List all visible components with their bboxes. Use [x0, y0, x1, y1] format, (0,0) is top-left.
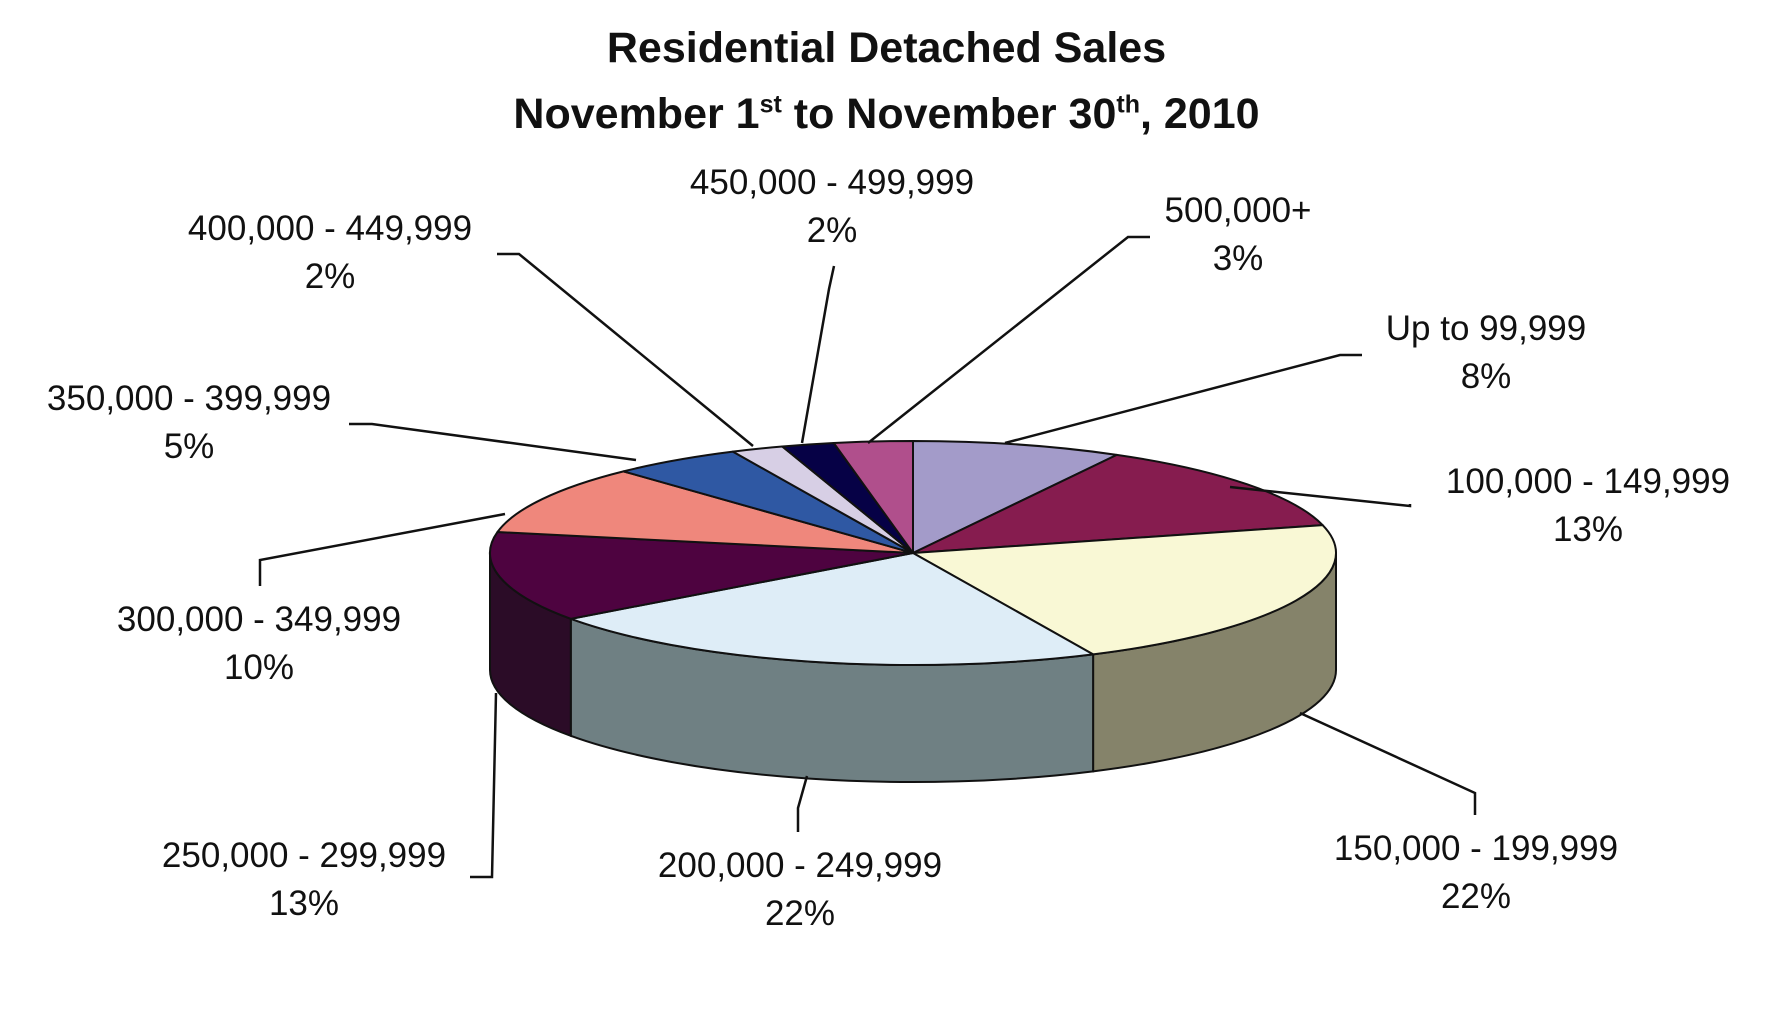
pie-slice-100-000-149-999 — [912, 453, 1324, 554]
pie-sides — [489, 552, 1337, 783]
slice-label-100-000-149-999: 100,000 - 149,999 — [1446, 462, 1730, 501]
pie-slice-150-000-199-999 — [912, 524, 1337, 656]
leader-lines — [258, 235, 1477, 879]
slice-value-100-000-149-999: 13% — [1553, 510, 1623, 549]
pie-slice-250-000-299-999 — [489, 531, 914, 620]
slice-label-150-000-199-999: 150,000 - 199,999 — [1334, 829, 1618, 868]
subtitle-sup-th: th — [1116, 90, 1140, 119]
slice-label-300-000-349-999: 300,000 - 349,999 — [117, 600, 401, 639]
slice-label-450-000-499-999: 450,000 - 499,999 — [690, 163, 974, 202]
pie-tops — [489, 440, 1337, 666]
slice-value-400-000-449-999: 2% — [305, 257, 356, 296]
chart-title: Residential Detached Sales — [0, 24, 1773, 73]
leader-line-200-000-249-999 — [796, 775, 809, 832]
leader-line-250-000-299-999 — [470, 692, 498, 879]
leader-line-450-000-499-999 — [800, 265, 836, 444]
leader-line-up-to-99-999 — [1004, 353, 1362, 445]
leader-line-400-000-449-999 — [497, 252, 754, 447]
slice-label-200-000-249-999: 200,000 - 249,999 — [658, 846, 942, 885]
slice-value-300-000-349-999: 10% — [224, 648, 294, 687]
slice-value-350-000-399-999: 5% — [164, 427, 215, 466]
leader-line-500-000 — [867, 235, 1150, 444]
subtitle-sup-st: st — [759, 90, 782, 119]
slice-value-up-to-99-999: 8% — [1461, 357, 1512, 396]
slice-value-200-000-249-999: 22% — [765, 894, 835, 933]
pie-slice-500-000 — [832, 440, 914, 554]
slice-value-250-000-299-999: 13% — [269, 884, 339, 923]
pie-slice-up-to-99-999 — [912, 440, 1118, 554]
subtitle-part-a: November 1 — [513, 90, 760, 138]
chart-subtitle: November 1st to November 30th, 2010 — [0, 90, 1773, 139]
chart-title-line1: Residential Detached Sales — [606, 24, 1167, 72]
slice-value-500-000: 3% — [1213, 239, 1264, 278]
subtitle-part-b: to November 30 — [781, 90, 1117, 138]
pie-slice-300-000-349-999 — [496, 470, 914, 554]
slice-label-500-000: 500,000+ — [1165, 191, 1312, 230]
leader-line-150-000-199-999 — [1299, 711, 1477, 815]
leader-line-350-000-399-999 — [349, 422, 637, 462]
slice-label-350-000-399-999: 350,000 - 399,999 — [47, 379, 331, 418]
slice-value-150-000-199-999: 22% — [1441, 877, 1511, 916]
slice-label-400-000-449-999: 400,000 - 449,999 — [188, 209, 472, 248]
pie-slice-200-000-249-999 — [569, 552, 1095, 666]
leader-line-300-000-349-999 — [258, 512, 506, 586]
slice-value-450-000-499-999: 2% — [807, 211, 858, 250]
slice-label-250-000-299-999: 250,000 - 299,999 — [162, 836, 446, 875]
leader-line-100-000-149-999 — [1229, 485, 1412, 508]
slice-labels: Up to 99,999 8% 100,000 - 149,999 13% 150,00… — [47, 163, 1730, 933]
slice-label-up-to-99-999: Up to 99,999 — [1386, 309, 1586, 348]
subtitle-part-c: , 2010 — [1140, 90, 1260, 138]
